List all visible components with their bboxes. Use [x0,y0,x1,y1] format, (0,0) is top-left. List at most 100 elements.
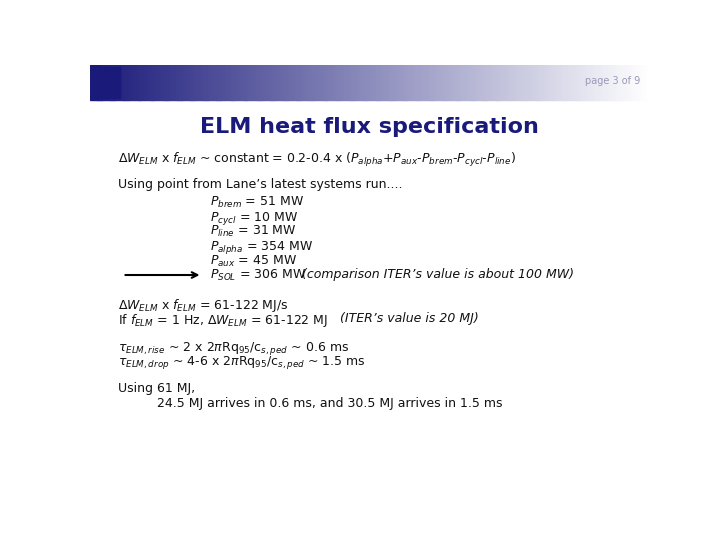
Bar [568,65,570,100]
Bar [561,65,563,100]
Bar [615,65,617,100]
Bar [365,65,367,100]
Bar [585,65,587,100]
Bar [280,65,282,100]
Bar [566,65,568,100]
Bar [427,65,429,100]
Bar [607,65,609,100]
Bar [161,65,163,100]
Bar [107,65,109,100]
Bar [233,65,235,100]
Bar [174,65,176,100]
Bar [124,65,126,100]
Bar [294,65,297,100]
Bar [313,65,315,100]
Bar [438,65,440,100]
Bar [116,65,118,100]
Bar [306,65,308,100]
Bar [155,65,158,100]
Bar [387,65,390,100]
Bar [603,65,606,100]
Bar [145,65,148,100]
Bar [600,65,602,100]
Bar [378,65,381,100]
Bar [467,65,470,100]
Bar [523,65,526,100]
Bar [328,65,330,100]
Bar [109,65,111,100]
Bar [326,65,328,100]
Bar [477,65,479,100]
Bar [596,65,598,100]
Bar [231,65,233,100]
Bar [579,65,582,100]
Bar [583,65,585,100]
Bar [101,65,104,100]
Bar [248,65,251,100]
Text: (ITER’s value is 20 MJ): (ITER’s value is 20 MJ) [341,312,479,325]
Bar [629,65,631,100]
Bar [557,65,559,100]
Bar [259,65,261,100]
Bar [302,65,305,100]
Bar [464,65,466,100]
Bar [224,65,226,100]
Bar [266,65,269,100]
Bar [176,65,178,100]
Bar [220,65,222,100]
Bar [207,65,210,100]
Bar [575,65,577,100]
Bar [239,65,241,100]
Bar [549,65,552,100]
Bar [441,65,444,100]
Bar [514,65,516,100]
Bar [163,65,165,100]
Bar [553,65,555,100]
Bar [501,65,503,100]
Bar [185,65,187,100]
Bar [490,65,492,100]
Bar [544,65,546,100]
Bar [320,65,323,100]
Text: $P_{aux}$ = 45 MW: $P_{aux}$ = 45 MW [210,253,297,268]
Bar [356,65,359,100]
Bar [559,65,561,100]
Bar [204,65,206,100]
Bar [606,65,608,100]
Bar [177,65,180,100]
Bar [336,65,338,100]
Bar [297,65,299,100]
Bar [164,65,166,100]
Bar [613,65,615,100]
Bar [226,65,228,100]
Bar [125,65,127,100]
Bar [127,65,130,100]
Bar [373,65,375,100]
Bar [310,65,312,100]
Bar [405,65,407,100]
Text: $P_{alpha}$ = 354 MW: $P_{alpha}$ = 354 MW [210,239,313,256]
Bar [265,65,267,100]
Bar [400,65,403,100]
Bar [213,65,215,100]
Bar [499,65,501,100]
Bar [510,65,513,100]
Bar [635,65,637,100]
Bar [456,65,459,100]
Text: page 3 of 9: page 3 of 9 [585,76,640,86]
Bar [317,65,319,100]
Bar [153,65,156,100]
Bar [415,65,418,100]
Bar [539,65,541,100]
Bar [505,65,507,100]
Text: Using point from Lane’s latest systems run....: Using point from Lane’s latest systems r… [118,178,402,191]
Bar [291,65,293,100]
Bar [390,65,392,100]
Bar [168,65,171,100]
Bar [552,65,554,100]
Bar [503,65,505,100]
Text: $P_{cycl}$ = 10 MW: $P_{cycl}$ = 10 MW [210,210,298,227]
Bar [196,65,198,100]
Bar [473,65,475,100]
Bar [272,65,274,100]
